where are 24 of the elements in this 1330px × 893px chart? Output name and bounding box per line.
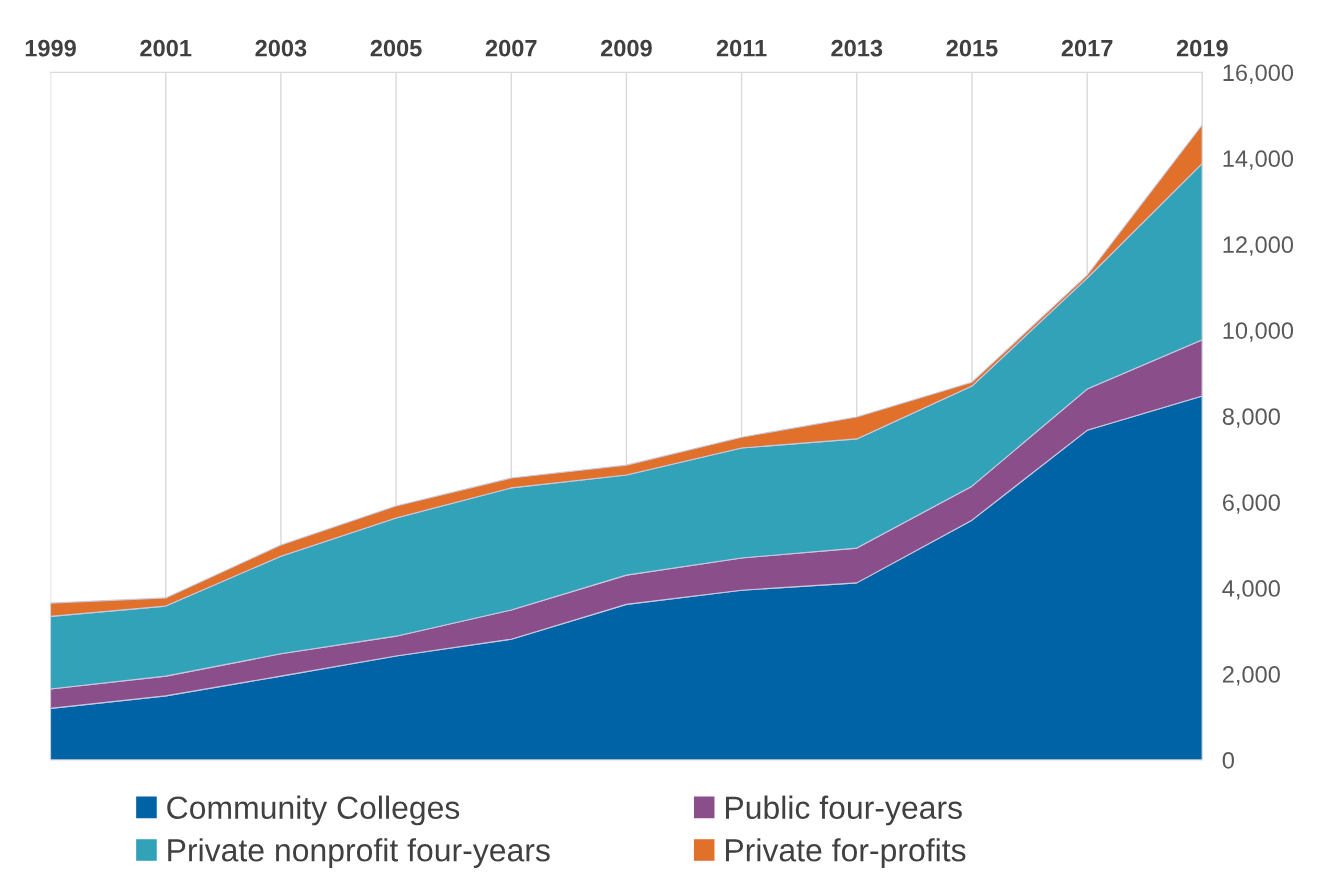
y-tick-label: 10,000 <box>1223 322 1294 342</box>
legend-label: Community Colleges <box>167 795 460 826</box>
y-tick-label: 16,000 <box>1223 64 1294 84</box>
y-tick-label: 14,000 <box>1223 150 1294 170</box>
y-tick-label: 6,000 <box>1222 494 1280 514</box>
x-tick-label: 2009 <box>600 39 652 57</box>
y-tick-label: 0 <box>1222 752 1234 769</box>
x-tick-label: 2003 <box>255 39 307 57</box>
x-tick-label: 2001 <box>140 39 192 57</box>
y-tick-label: 4,000 <box>1222 580 1280 600</box>
x-tick-label: 2019 <box>1176 39 1228 57</box>
legend-label: Public four-years <box>726 795 962 826</box>
x-tick-label: 2007 <box>485 39 537 57</box>
legend-label: Private for-profits <box>726 838 966 868</box>
x-tick-label: 2017 <box>1061 39 1113 57</box>
y-tick-label: 12,000 <box>1223 236 1294 256</box>
y-tick-label: 8,000 <box>1222 408 1280 428</box>
x-tick-label: 2011 <box>716 39 767 57</box>
x-tick-label: 1999 <box>25 39 76 57</box>
x-tick-label: 2005 <box>370 39 422 57</box>
legend-label: Private nonprofit four-years <box>168 838 550 868</box>
y-tick-label: 2,000 <box>1222 666 1280 686</box>
x-tick-label: 2015 <box>946 39 998 57</box>
x-tick-label: 2013 <box>831 39 883 57</box>
